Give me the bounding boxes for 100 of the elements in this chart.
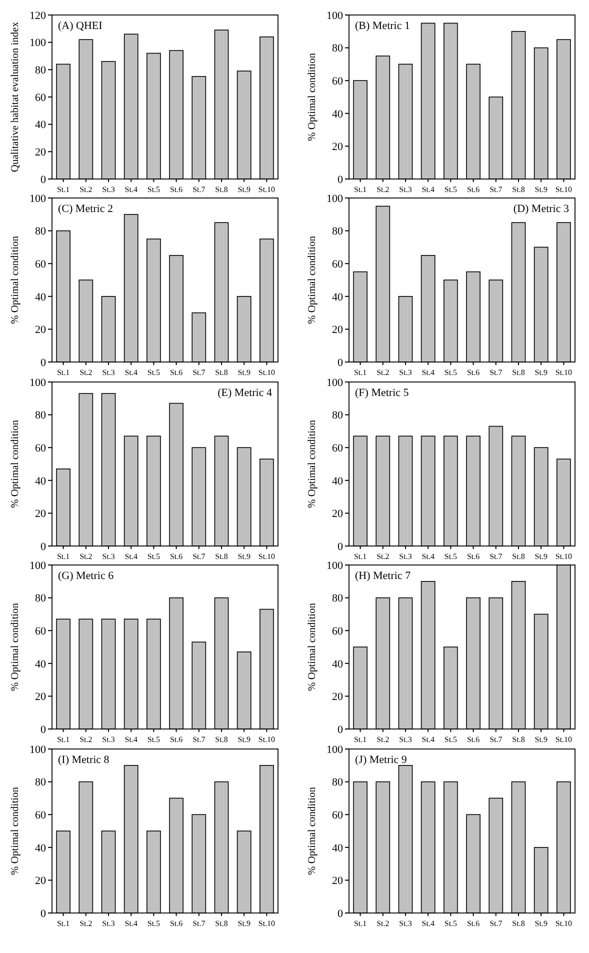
x-tick-label: St.8 bbox=[512, 552, 525, 561]
y-tick-label: 120 bbox=[30, 10, 46, 22]
y-axis-title: % Optimal condition bbox=[10, 419, 21, 508]
x-tick-label: St.8 bbox=[215, 552, 228, 561]
y-tick-label: 40 bbox=[35, 291, 46, 304]
y-tick-label: 100 bbox=[30, 376, 46, 389]
x-tick-label: St.10 bbox=[555, 552, 572, 561]
x-tick-label: St.10 bbox=[258, 735, 276, 744]
y-tick-label: 20 bbox=[332, 875, 344, 888]
x-tick-label: St.5 bbox=[444, 185, 458, 194]
x-tick-label: St.5 bbox=[147, 552, 160, 561]
y-tick-label: 40 bbox=[332, 291, 344, 304]
y-tick-label: 100 bbox=[326, 560, 344, 572]
x-tick-label: St.5 bbox=[444, 735, 458, 744]
x-tick-label: St.7 bbox=[490, 185, 502, 194]
y-tick-label: 0 bbox=[338, 174, 344, 186]
x-tick-label: St.4 bbox=[422, 185, 434, 194]
y-tick-label: 40 bbox=[332, 108, 344, 120]
x-tick-label: St.8 bbox=[512, 919, 525, 928]
x-tick-label: St.10 bbox=[258, 552, 276, 561]
y-tick-label: 20 bbox=[332, 141, 344, 154]
y-axis-title: % Optimal condition bbox=[10, 786, 21, 876]
x-tick-label: St.10 bbox=[555, 735, 572, 744]
x-tick-label: St.3 bbox=[399, 368, 412, 377]
x-tick-label: St.5 bbox=[147, 185, 160, 194]
y-tick-label: 100 bbox=[326, 744, 344, 756]
x-tick-label: St.4 bbox=[124, 919, 138, 928]
y-tick-label: 80 bbox=[332, 410, 344, 422]
y-tick-label: 20 bbox=[35, 508, 46, 520]
y-tick-label: 0 bbox=[338, 540, 344, 553]
y-tick-label: 80 bbox=[332, 776, 344, 789]
x-tick-label: St.6 bbox=[466, 919, 480, 928]
x-tick-label: St.8 bbox=[215, 735, 228, 744]
x-tick-label: St.2 bbox=[80, 919, 92, 928]
y-tick-label: 60 bbox=[332, 258, 344, 270]
x-tick-label: St.5 bbox=[147, 735, 160, 744]
y-tick-label: 20 bbox=[35, 324, 46, 336]
y-axis-title: % Optimal condition bbox=[307, 419, 318, 508]
x-tick-label: St.2 bbox=[376, 735, 390, 744]
x-tick-label: St.3 bbox=[102, 552, 115, 561]
y-axis-title: % Optimal condition bbox=[307, 52, 318, 142]
x-tick-label: St.2 bbox=[376, 185, 390, 194]
x-tick-label: St.8 bbox=[512, 735, 525, 744]
chart-title: (F) Metric 5 bbox=[355, 387, 410, 399]
x-tick-label: St.1 bbox=[56, 919, 70, 928]
x-tick-label: St.10 bbox=[555, 368, 572, 377]
y-tick-label: 80 bbox=[332, 592, 344, 605]
x-tick-label: St.4 bbox=[422, 919, 434, 928]
x-tick-label: St.6 bbox=[170, 919, 183, 928]
y-tick-label: 100 bbox=[30, 37, 46, 50]
y-tick-label: 20 bbox=[35, 146, 46, 159]
x-tick-label: St.1 bbox=[56, 368, 70, 377]
x-tick-label: St.4 bbox=[422, 552, 434, 561]
x-tick-label: St.8 bbox=[215, 368, 228, 377]
x-tick-label: St.7 bbox=[192, 552, 206, 561]
x-tick-label: St.7 bbox=[490, 919, 502, 928]
chart-title: (C) Metric 2 bbox=[58, 203, 113, 215]
x-tick-label: St.4 bbox=[124, 185, 138, 194]
x-tick-label: St.7 bbox=[192, 368, 206, 377]
y-axis-title: % Optimal condition bbox=[307, 786, 318, 876]
x-tick-label: St.1 bbox=[354, 368, 367, 377]
y-axis-title: % Optimal condition bbox=[10, 602, 21, 692]
y-tick-label: 60 bbox=[35, 92, 46, 104]
x-tick-label: St.7 bbox=[192, 185, 206, 194]
x-tick-label: St.3 bbox=[399, 552, 412, 561]
y-axis-title: % Optimal condition bbox=[10, 235, 21, 324]
x-tick-label: St.1 bbox=[56, 552, 70, 561]
y-tick-label: 0 bbox=[338, 724, 344, 736]
y-tick-label: 60 bbox=[332, 625, 344, 638]
chart-title: (J) Metric 9 bbox=[355, 754, 408, 766]
x-tick-label: St.2 bbox=[80, 368, 92, 377]
x-tick-label: St.2 bbox=[80, 185, 92, 194]
y-tick-label: 60 bbox=[332, 809, 344, 822]
y-tick-label: 100 bbox=[30, 192, 46, 205]
y-tick-label: 40 bbox=[35, 119, 46, 132]
y-axis-title: Qualitative habitat evaluation index bbox=[10, 21, 21, 172]
y-tick-label: 0 bbox=[40, 724, 46, 736]
y-tick-label: 20 bbox=[332, 508, 344, 520]
x-tick-label: St.9 bbox=[534, 185, 548, 194]
x-tick-label: St.3 bbox=[399, 185, 412, 194]
y-tick-label: 60 bbox=[35, 625, 46, 638]
y-tick-label: 0 bbox=[40, 174, 46, 186]
x-tick-label: St.10 bbox=[555, 919, 572, 928]
x-tick-label: St.7 bbox=[490, 735, 502, 744]
chart-title: (G) Metric 6 bbox=[58, 570, 114, 582]
x-tick-label: St.2 bbox=[376, 368, 390, 377]
y-tick-label: 20 bbox=[35, 691, 46, 704]
x-tick-label: St.5 bbox=[444, 552, 458, 561]
x-tick-label: St.6 bbox=[170, 552, 183, 561]
x-tick-label: St.9 bbox=[238, 735, 250, 744]
x-tick-label: St.9 bbox=[238, 552, 250, 561]
y-axis-title: % Optimal condition bbox=[307, 235, 318, 324]
x-tick-label: St.9 bbox=[238, 919, 250, 928]
x-tick-label: St.6 bbox=[466, 185, 480, 194]
x-tick-label: St.1 bbox=[354, 735, 367, 744]
x-tick-label: St.3 bbox=[102, 919, 115, 928]
y-tick-label: 80 bbox=[35, 776, 46, 789]
x-tick-label: St.6 bbox=[170, 735, 183, 744]
x-tick-label: St.5 bbox=[444, 919, 458, 928]
x-tick-label: St.6 bbox=[466, 552, 480, 561]
